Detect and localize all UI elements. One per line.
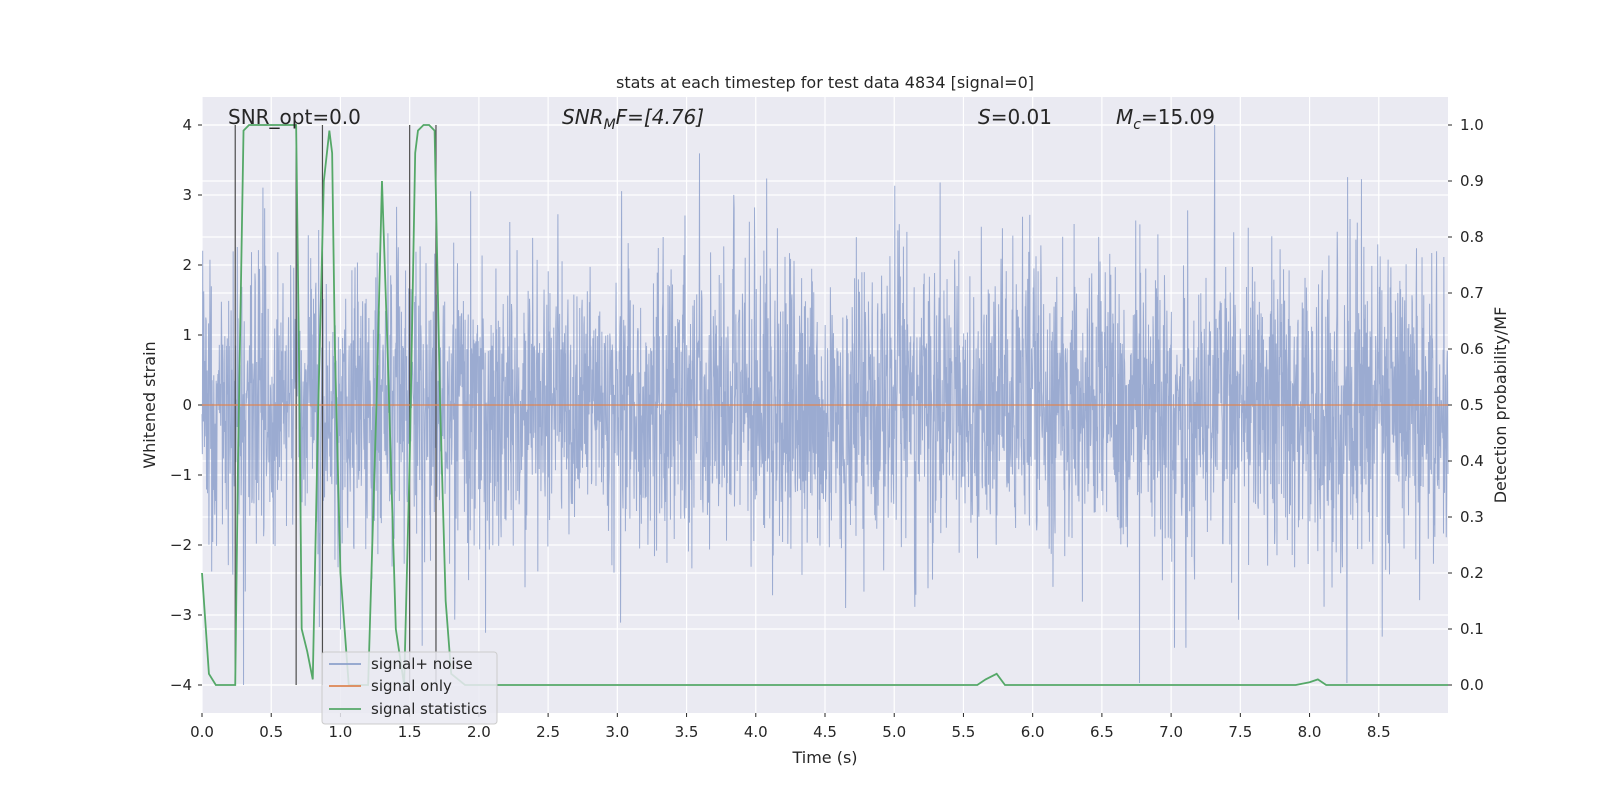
y-right-ticks: 0.0 0.1 0.2 0.3 0.4 0.5 0.6 0.7 0.8 0.9 1.0 bbox=[1448, 116, 1484, 694]
x-tick-label: 3.0 bbox=[605, 723, 629, 741]
x-tick-label: 0.0 bbox=[190, 723, 214, 741]
y-left-tick-label: −2 bbox=[170, 536, 192, 554]
annotation-snr-mf: SNRMF=[4.76] bbox=[562, 105, 704, 133]
x-tick-label: 0.5 bbox=[259, 723, 283, 741]
y-left-tick-label: 1 bbox=[182, 326, 192, 344]
x-tick-label: 4.5 bbox=[813, 723, 837, 741]
x-tick-label: 8.0 bbox=[1298, 723, 1322, 741]
y-right-tick-label: 0.4 bbox=[1460, 452, 1484, 470]
signal-statistics-series bbox=[201, 124, 1448, 686]
y-right-tick-label: 0.7 bbox=[1460, 284, 1484, 302]
x-tick-label: 2.5 bbox=[536, 723, 560, 741]
legend: signal+ noise signal only signal statist… bbox=[321, 651, 498, 725]
annotation-mc: Mc=15.09 bbox=[1116, 105, 1215, 133]
x-tick-label: 6.0 bbox=[1021, 723, 1045, 741]
y-axis-label-right: Detection probability/MF bbox=[1491, 307, 1510, 504]
y-left-tick-label: 4 bbox=[182, 116, 192, 134]
y-right-tick-label: 0.3 bbox=[1460, 508, 1484, 526]
x-tick-label: 1.5 bbox=[398, 723, 422, 741]
y-left-tick-label: 3 bbox=[182, 186, 192, 204]
x-tick-label: 2.0 bbox=[467, 723, 491, 741]
x-tick-label: 7.0 bbox=[1159, 723, 1183, 741]
x-tick-label: 7.5 bbox=[1228, 723, 1252, 741]
x-axis-label: Time (s) bbox=[791, 748, 857, 767]
y-left-tick-label: 2 bbox=[182, 256, 192, 274]
y-left-tick-label: 0 bbox=[182, 396, 192, 414]
legend-label-statistics: signal statistics bbox=[371, 700, 487, 718]
signal-statistics-line bbox=[201, 124, 1448, 686]
y-left-tick-label: −3 bbox=[170, 606, 192, 624]
x-tick-label: 3.5 bbox=[675, 723, 699, 741]
y-axis-label-left: Whitened strain bbox=[140, 341, 159, 468]
legend-label-noise: signal+ noise bbox=[371, 655, 473, 673]
legend-label-signal-only: signal only bbox=[371, 677, 452, 695]
y-right-tick-label: 0.1 bbox=[1460, 620, 1484, 638]
x-tick-label: 6.5 bbox=[1090, 723, 1114, 741]
x-tick-label: 5.5 bbox=[952, 723, 976, 741]
chart-title: stats at each timestep for test data 483… bbox=[616, 73, 1034, 92]
y-right-tick-label: 0.2 bbox=[1460, 564, 1484, 582]
y-left-tick-label: −1 bbox=[170, 466, 192, 484]
y-right-tick-label: 1.0 bbox=[1460, 116, 1484, 134]
annotation-s: S=0.01 bbox=[978, 105, 1052, 129]
annotations: SNR_opt=0.0 SNRMF=[4.76] S=0.01 Mc=15.09 bbox=[228, 105, 1215, 133]
y-right-tick-label: 0.0 bbox=[1460, 676, 1484, 694]
x-tick-label: 5.0 bbox=[882, 723, 906, 741]
x-tick-label: 8.5 bbox=[1367, 723, 1391, 741]
y-right-tick-label: 0.5 bbox=[1460, 396, 1484, 414]
y-left-tick-label: −4 bbox=[170, 676, 192, 694]
annotation-snr-opt: SNR_opt=0.0 bbox=[228, 105, 361, 129]
y-right-tick-label: 0.6 bbox=[1460, 340, 1484, 358]
x-tick-label: 1.0 bbox=[329, 723, 353, 741]
legend-box bbox=[321, 651, 498, 725]
y-left-ticks: −4 −3 −2 −1 0 1 2 3 4 bbox=[170, 116, 202, 694]
y-right-tick-label: 0.8 bbox=[1460, 228, 1484, 246]
x-tick-label: 4.0 bbox=[744, 723, 768, 741]
x-ticks: 0.0 0.5 1.0 1.5 2.0 2.5 3.0 3.5 4.0 4.5 5.0 5.5 6.0 6… bbox=[190, 713, 1391, 741]
y-right-tick-label: 0.9 bbox=[1460, 172, 1484, 190]
